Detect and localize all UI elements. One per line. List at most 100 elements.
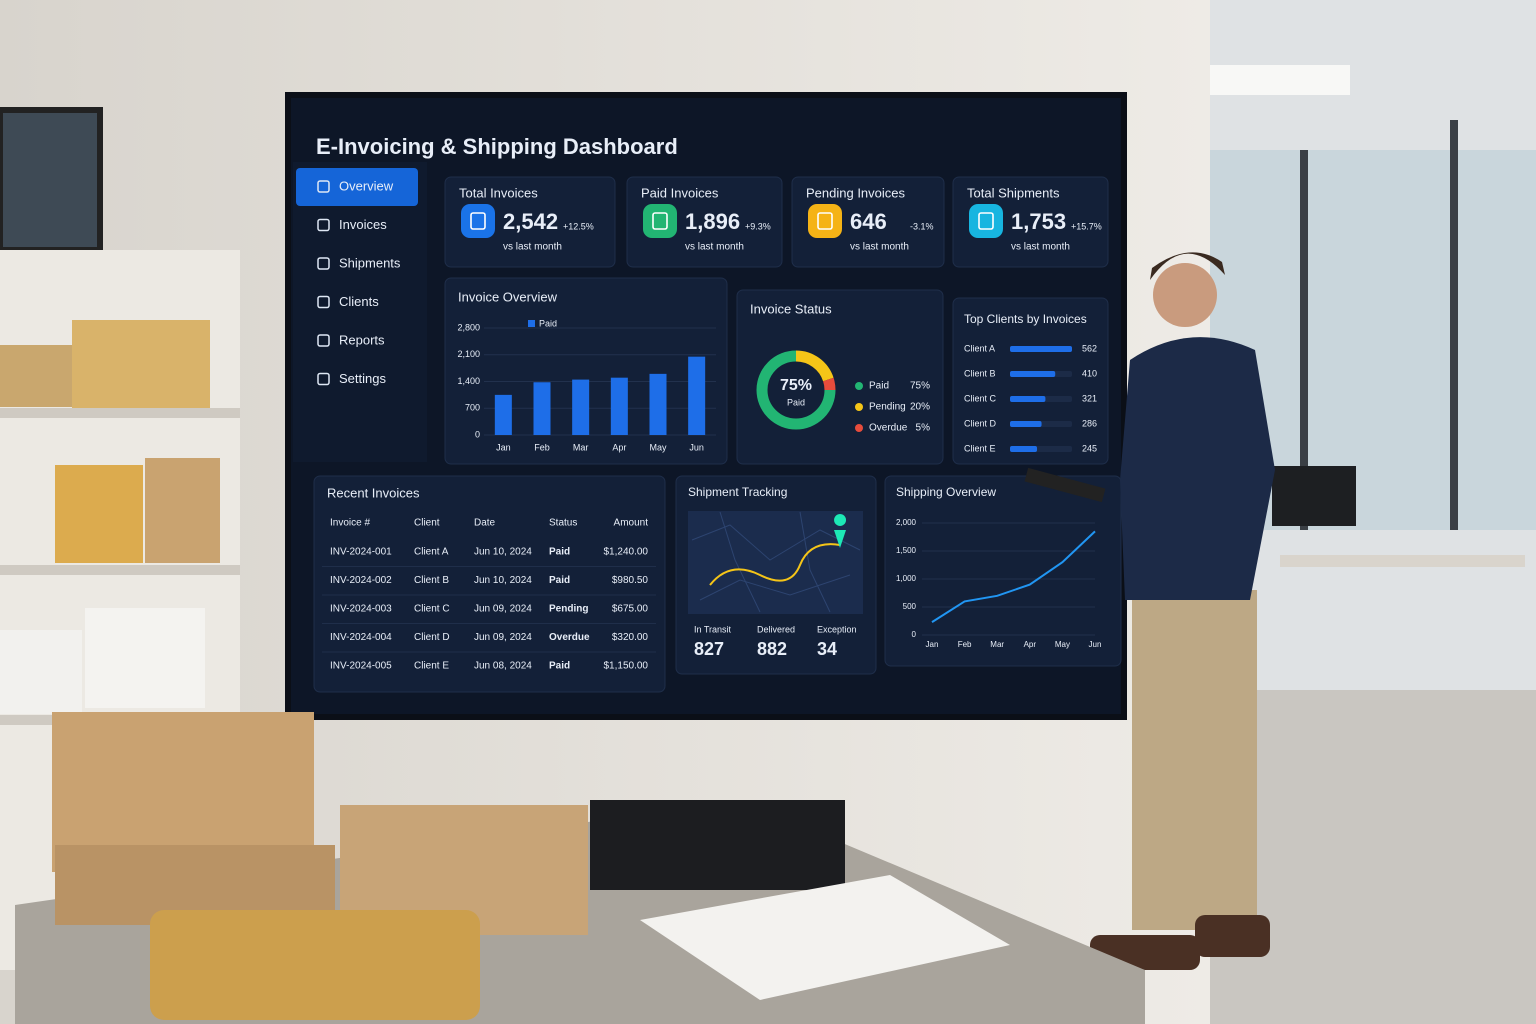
person (1024, 252, 1275, 970)
legend-dot (855, 382, 863, 390)
legend-label: Overdue (869, 423, 908, 434)
table-cell: Paid (549, 547, 570, 558)
map-road (719, 511, 761, 613)
table-cell: INV-2024-001 (330, 547, 392, 558)
bar (1010, 421, 1042, 427)
y-tick-label: 2,800 (457, 322, 480, 332)
window-frame (1300, 150, 1308, 530)
table-cell: Jun 09, 2024 (474, 632, 532, 643)
nav-item[interactable]: Reports (339, 332, 385, 347)
box (0, 345, 72, 407)
table-cell: Paid (549, 575, 570, 586)
kpi-note: vs last month (503, 242, 562, 253)
panel (444, 277, 728, 465)
table-cell: INV-2024-004 (330, 632, 392, 643)
panel-title: Shipment Tracking (688, 485, 787, 499)
kpi-value: 1,753 (1011, 209, 1066, 234)
person-sweater (1120, 337, 1275, 600)
person-pants (1132, 590, 1257, 930)
table-header: Status (549, 518, 577, 529)
donut-center-caption: Paid (787, 397, 805, 407)
kpi-icon-glyph (652, 212, 668, 230)
sidebar (293, 162, 427, 462)
nav-item[interactable]: Shipments (339, 255, 401, 270)
table-cell: Client E (414, 661, 449, 672)
kpi-note: vs last month (850, 242, 909, 253)
panel (791, 176, 945, 268)
y-tick-label: 2,100 (457, 349, 480, 359)
table-header: Date (474, 518, 496, 529)
legend-label: Paid (869, 381, 889, 392)
nav-icon[interactable] (317, 257, 330, 270)
white-box (85, 608, 205, 708)
envelope (150, 910, 480, 1020)
bar (1010, 396, 1046, 402)
table-cell: Jun 10, 2024 (474, 575, 532, 586)
x-tick-label: Feb (958, 640, 972, 649)
donut-center-value: 75% (780, 377, 812, 394)
kpi-icon (643, 204, 677, 238)
x-tick-label: Apr (1024, 640, 1037, 649)
table-cell: INV-2024-002 (330, 575, 392, 586)
stat-label: Delivered (757, 624, 795, 634)
panel-title: Recent Invoices (327, 485, 420, 500)
dashboard-title: E-Invoicing & Shipping Dashboard (316, 134, 678, 159)
nav-item[interactable]: Settings (339, 371, 386, 386)
nav-icon[interactable] (317, 180, 330, 193)
nav-item[interactable]: Overview (339, 178, 394, 193)
nav-item[interactable]: Invoices (339, 217, 387, 232)
table-cell: $675.00 (612, 604, 649, 615)
map-route (709, 543, 841, 586)
value-label: 245 (1082, 443, 1097, 453)
person-hair (1150, 252, 1225, 280)
kpi-icon-glyph (978, 212, 994, 230)
nav-icon[interactable] (317, 372, 330, 386)
x-tick-label: Jun (689, 442, 704, 452)
wall-picture (0, 107, 103, 253)
table-cell: INV-2024-005 (330, 661, 392, 672)
panel (884, 475, 1122, 667)
map-pin (834, 514, 847, 548)
panel (952, 176, 1109, 268)
value-label: 321 (1082, 393, 1097, 403)
x-tick-label: Feb (534, 442, 550, 452)
bar (494, 394, 512, 435)
panel (444, 176, 616, 268)
floor (1210, 690, 1536, 1024)
table-cell: $1,150.00 (604, 661, 649, 672)
nav-active[interactable] (296, 168, 418, 206)
box (72, 320, 210, 408)
stat-value: 827 (694, 639, 724, 659)
kpi-value: 2,542 (503, 209, 558, 234)
table-cell: Client A (414, 547, 449, 558)
table-cell: Jun 10, 2024 (474, 547, 532, 558)
ceiling-light (1210, 65, 1350, 95)
table-cell: $320.00 (612, 632, 649, 643)
nav-icon[interactable] (317, 295, 330, 309)
kpi-note: vs last month (1011, 242, 1070, 253)
client-label: Client C (964, 393, 997, 403)
dashboard: E-Invoicing & Shipping Dashboard Overview… (293, 134, 1122, 693)
x-tick-label: Mar (573, 442, 589, 452)
y-tick-label: 0 (475, 429, 480, 439)
legend-label: Paid (539, 318, 557, 328)
y-tick-label: 1,400 (457, 376, 480, 386)
kpi-label: Total Shipments (967, 185, 1060, 200)
value-label: 286 (1082, 418, 1097, 428)
nav-icon[interactable] (317, 218, 330, 232)
table-cell: INV-2024-003 (330, 604, 392, 615)
legend-dot (855, 424, 863, 432)
x-tick-label: Jun (1089, 640, 1102, 649)
tablet (1024, 467, 1106, 503)
table-header: Client (414, 518, 440, 529)
kpi-label: Pending Invoices (806, 185, 906, 200)
table-cell: Pending (549, 604, 588, 615)
bar (572, 379, 590, 435)
nav-item[interactable]: Clients (339, 294, 379, 309)
panel-title: Top Clients by Invoices (964, 312, 1087, 326)
kpi-note: vs last month (685, 242, 744, 253)
nav-icon[interactable] (317, 334, 330, 347)
table-header: Invoice # (330, 518, 370, 529)
